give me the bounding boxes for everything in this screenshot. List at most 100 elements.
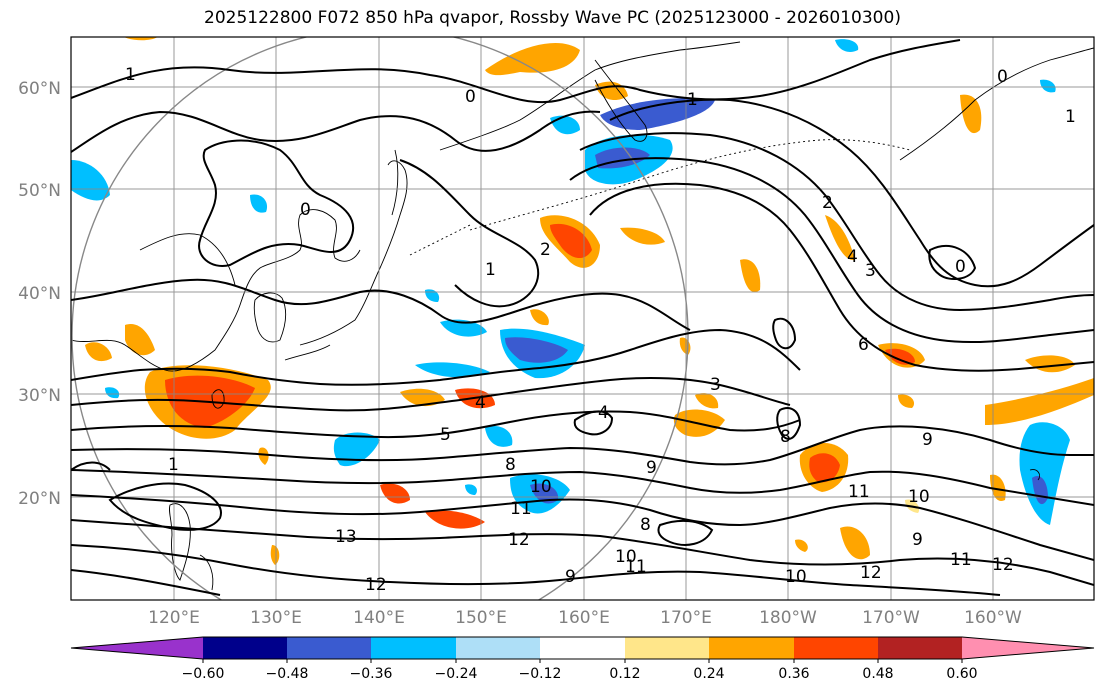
map-frame — [70, 36, 1095, 601]
coastline-philippines-south — [199, 554, 214, 591]
contour-label: 1 — [125, 65, 136, 85]
shade-positive-patch — [400, 388, 445, 407]
shade-positive-patch — [530, 309, 549, 326]
contour-line — [198, 139, 355, 267]
contour-line — [71, 110, 601, 153]
contour-label: 1 — [485, 260, 496, 280]
shade-negative-patch — [835, 39, 859, 52]
shade-negative-patch — [415, 362, 490, 378]
contour-labels: 1 0 1 0 1 2 4 3 6 0 8 9 3 4 5 4 8 9 10 1… — [125, 65, 1076, 595]
shade-negative-patch — [505, 337, 568, 363]
lat-label: 20°N — [18, 489, 61, 509]
lon-label: 160°W — [964, 608, 1022, 628]
shade-negative-patch — [425, 289, 440, 302]
contour-label: 2 — [540, 240, 551, 260]
colorbar-tick-label: −0.36 — [350, 666, 393, 682]
contour-label: 11 — [950, 550, 972, 570]
coastline-japan-south — [284, 344, 331, 361]
contour-line — [772, 317, 797, 350]
coastline-kamchatka — [594, 59, 648, 142]
contour-label: 8 — [780, 427, 791, 447]
contour-line — [71, 376, 791, 412]
contour-label: 9 — [646, 458, 657, 478]
lat-label: 50°N — [18, 181, 61, 201]
contour-label: 12 — [365, 575, 387, 595]
contour-line — [573, 410, 614, 436]
contour-line — [71, 494, 1094, 561]
contour-line — [579, 132, 1094, 312]
lon-label: 120°E — [148, 608, 200, 628]
map-title: 2025122800 F072 850 hPa qvapor, Rossby W… — [204, 8, 901, 28]
colorbar-bin — [371, 637, 456, 659]
colorbar-tick-label: −0.12 — [519, 666, 562, 682]
colorbar-bin — [203, 637, 287, 659]
contour-label: 9 — [565, 567, 576, 587]
contour-label: 1 — [1065, 107, 1076, 127]
colorbar-ticks — [202, 659, 963, 663]
shade-negative-patch — [465, 484, 477, 495]
coastline-hawaii — [1029, 469, 1041, 481]
colorbar-bin — [456, 637, 540, 659]
shade-negative-patch — [250, 194, 268, 213]
coastline-east-asia — [71, 209, 361, 372]
contour-label: 3 — [710, 375, 721, 395]
latitude-labels: 60°N 50°N 40°N 30°N 20°N — [18, 79, 61, 509]
shade-positive-patch — [125, 324, 155, 356]
contour-label: 0 — [300, 200, 311, 220]
colorbar-tick-label: 0.24 — [693, 666, 724, 682]
contour-label: 12 — [860, 563, 882, 583]
colorbar-bin-over — [962, 637, 1094, 659]
contour-line — [71, 461, 111, 471]
contour-label: 3 — [865, 261, 876, 281]
shade-negative-patch — [550, 115, 580, 135]
shade-positive-patch — [985, 378, 1094, 425]
shade-negative-patch — [485, 425, 513, 447]
colorbar: −0.60 −0.48 −0.36 −0.24 −0.12 0.12 0.24 … — [70, 636, 1095, 682]
colorbar-bin — [540, 637, 625, 659]
colorbar-bin-under — [71, 637, 203, 659]
shade-positive-patch — [809, 453, 840, 483]
contour-label: 0 — [955, 257, 966, 277]
longitude-labels: 120°E 130°E 140°E 150°E 160°E 170°E 180°… — [148, 608, 1022, 628]
colorbar-tick-label: 0.36 — [778, 666, 809, 682]
contour-label: 1 — [687, 90, 698, 110]
coastline-aleutians — [469, 139, 911, 231]
shade-positive-patch — [990, 474, 1006, 501]
contour-line — [71, 425, 1094, 466]
domain-circle — [71, 37, 689, 600]
shade-positive-patch — [898, 394, 915, 408]
lat-label: 60°N — [18, 79, 61, 99]
shade-positive-patch — [123, 37, 158, 41]
lon-label: 130°E — [250, 608, 302, 628]
contour-label: 4 — [598, 403, 609, 423]
contour-label: 10 — [785, 567, 807, 587]
shade-positive-patch — [679, 337, 691, 355]
colorbar-bin — [878, 637, 962, 659]
shade-negative-patch — [440, 319, 487, 337]
coastline-philippines — [169, 503, 191, 581]
colorbar-tick-labels: −0.60 −0.48 −0.36 −0.24 −0.12 0.12 0.24 … — [182, 666, 978, 682]
coastline-siberia — [439, 41, 741, 151]
contour-label: 0 — [997, 67, 1008, 87]
contour-line — [71, 469, 1094, 506]
contour-label: 2 — [822, 193, 833, 213]
shade-positive-patch — [795, 539, 808, 552]
contour-line — [71, 278, 691, 331]
shade-negative-patch — [1019, 422, 1070, 525]
coastlines — [71, 41, 1094, 591]
shade-positive-patch — [85, 342, 112, 362]
contour-label: 10 — [530, 477, 552, 497]
lon-label: 140°E — [353, 608, 405, 628]
shade-negative-patch — [71, 160, 110, 201]
contour-label: 9 — [922, 430, 933, 450]
contour-label: 12 — [992, 555, 1014, 575]
shade-positive-patch — [595, 81, 628, 101]
contour-line — [609, 98, 1094, 288]
lon-label: 180°W — [759, 608, 817, 628]
contour-line — [108, 482, 222, 531]
lat-label: 40°N — [18, 284, 61, 304]
colorbar-tick-label: −0.24 — [435, 666, 478, 682]
contour-label: 10 — [908, 487, 930, 507]
shade-negative-patch — [105, 387, 120, 399]
